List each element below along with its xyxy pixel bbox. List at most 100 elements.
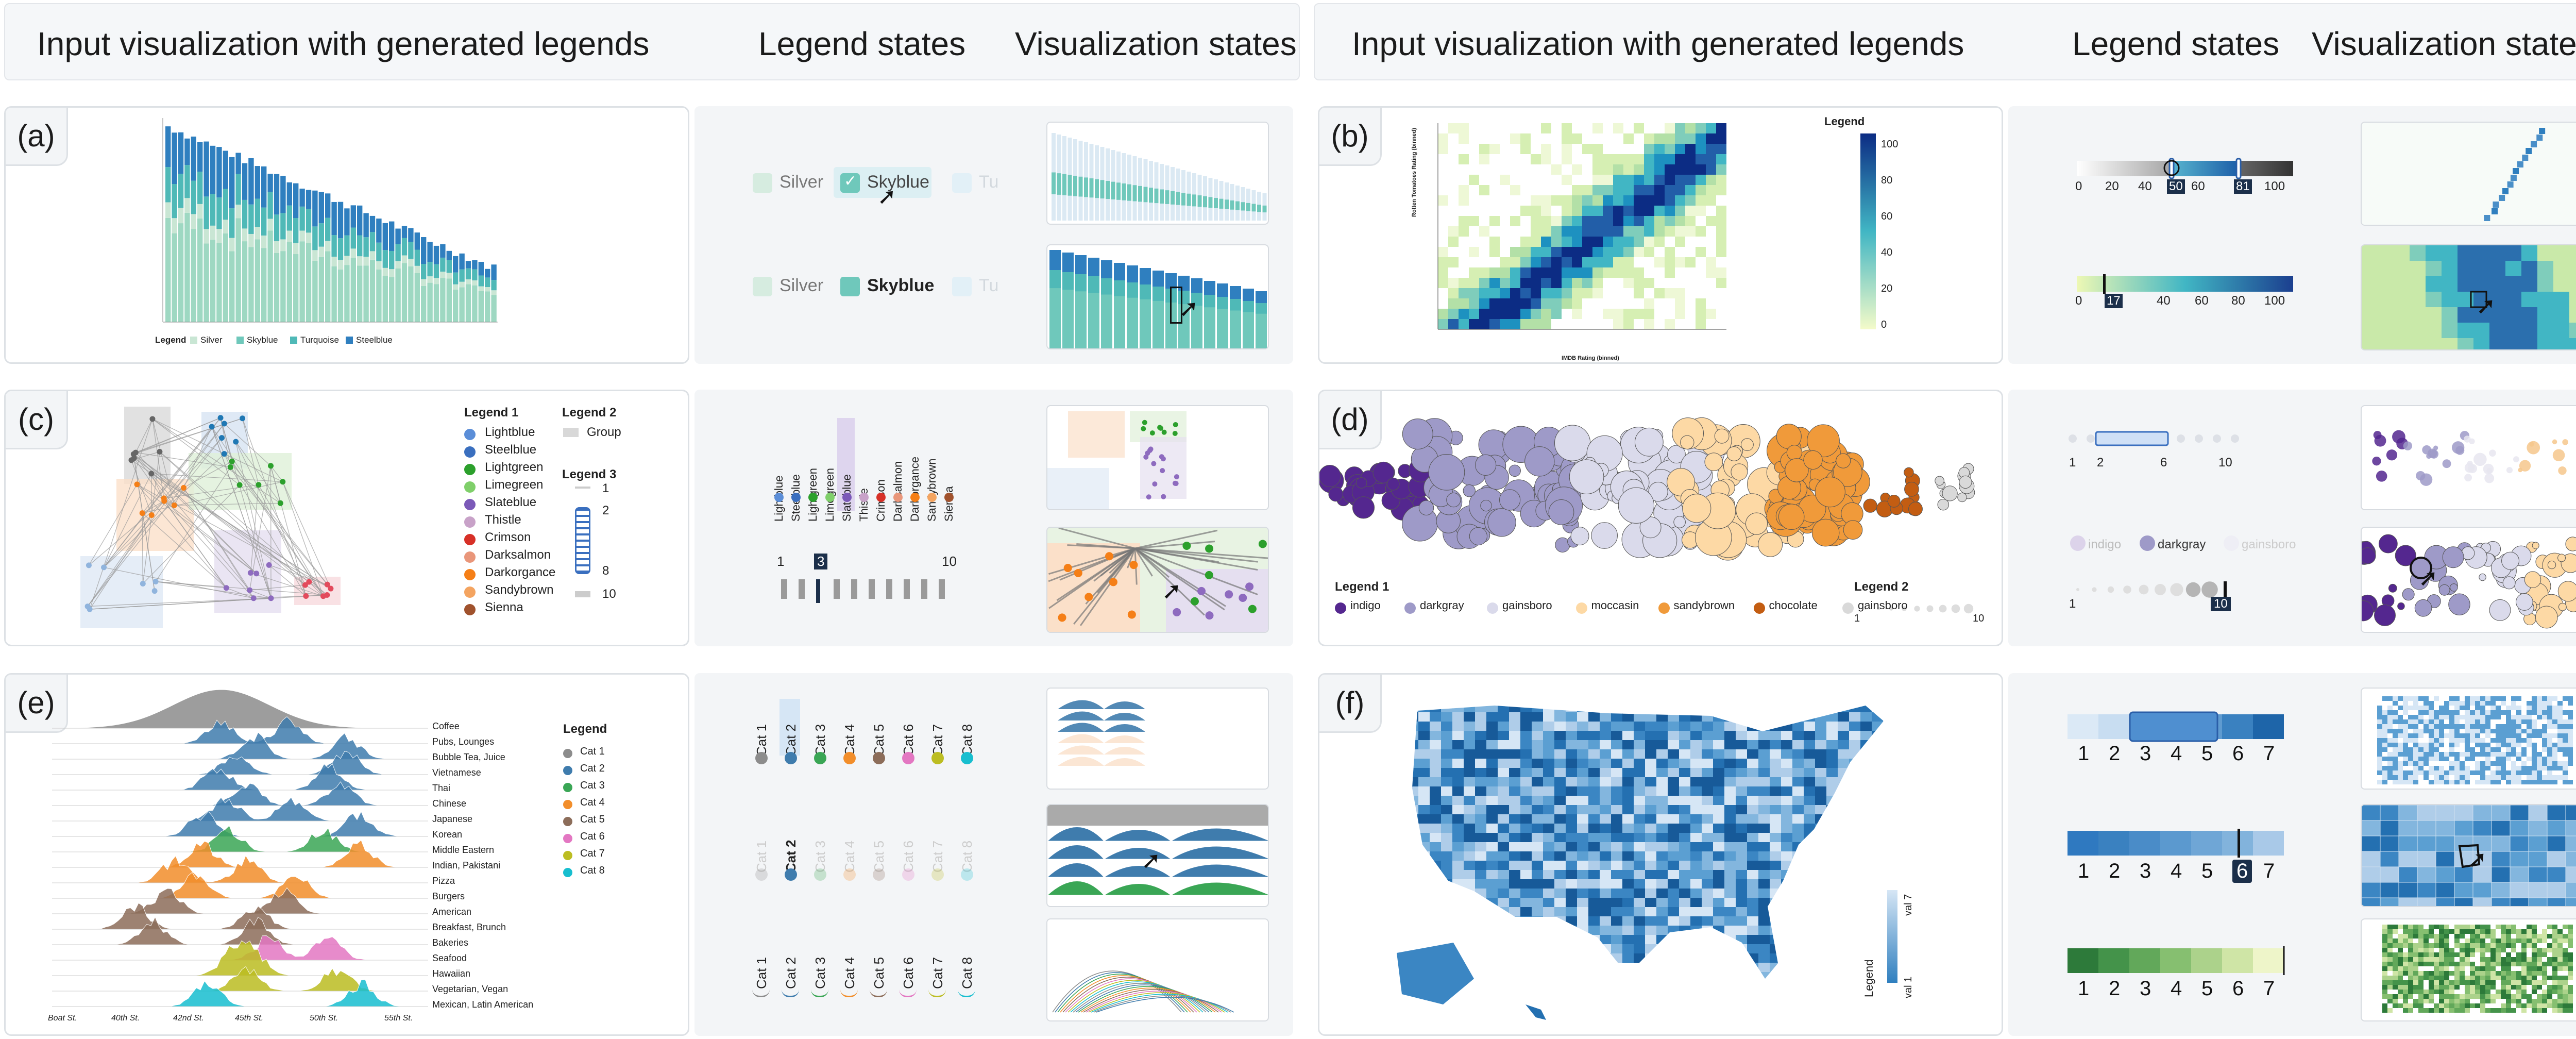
county (2485, 715, 2490, 719)
heatmap-cell (1613, 267, 1623, 278)
bubble (1815, 477, 1845, 508)
edge (164, 500, 257, 574)
state2-item-silver[interactable]: Silver (779, 276, 824, 295)
state-item[interactable]: Cat 1 (754, 957, 769, 989)
state-item[interactable]: Cat 8 (959, 724, 975, 756)
bar-segment (453, 256, 459, 273)
county (1418, 842, 1430, 852)
state-item-silver[interactable]: Silver (779, 172, 824, 192)
vis-state-thumb-2: ➚ (1046, 244, 1269, 349)
county (1532, 731, 1544, 741)
county (2501, 943, 2506, 948)
state-item[interactable]: Cat 6 (901, 840, 916, 873)
county (1702, 935, 1714, 945)
heatmap-cell (1685, 257, 1696, 267)
state-item-skyblue[interactable]: Skyblue (867, 172, 929, 192)
state2-item-darkgray[interactable]: darkgray (2158, 538, 2206, 551)
state2-swatch-turquoise[interactable] (952, 277, 972, 296)
state2-item-indigo[interactable]: indigo (2088, 538, 2122, 551)
county (1702, 712, 1714, 722)
state2-swatch-skyblue[interactable] (840, 277, 860, 296)
county (1645, 731, 1657, 741)
county (2434, 934, 2439, 939)
county (1736, 926, 1748, 935)
state-item[interactable]: Cat 7 (930, 840, 945, 873)
legend3-range-brush[interactable] (575, 507, 590, 574)
county (2511, 743, 2516, 747)
county (2439, 724, 2444, 729)
state2-item-gainsboro[interactable]: gainsboro (2242, 538, 2296, 551)
state-item[interactable]: Cat 2 (783, 724, 799, 756)
county (2413, 980, 2418, 985)
county (1418, 796, 1430, 806)
checkbox-skyblue[interactable] (840, 173, 860, 193)
state-item[interactable]: Cat 5 (871, 957, 887, 989)
county (1860, 851, 1872, 861)
county (1770, 944, 1782, 954)
state-item-turquoise[interactable]: Tu (979, 172, 999, 192)
state-item[interactable]: Cat 1 (754, 724, 769, 756)
state-item[interactable]: Cat 4 (842, 840, 857, 873)
county (2480, 743, 2485, 747)
county (2418, 729, 2424, 733)
state-item[interactable]: Cat 8 (959, 840, 975, 873)
state-item[interactable]: Cat 5 (871, 724, 887, 756)
county (2542, 710, 2547, 715)
state-item[interactable]: Cat 6 (901, 957, 916, 989)
state-swatch-silver[interactable] (753, 173, 772, 193)
county (1724, 786, 1736, 796)
state-item[interactable]: Cat 2 (783, 840, 799, 873)
county (1645, 824, 1657, 833)
county (2403, 775, 2408, 780)
county (1792, 981, 1804, 991)
county (1475, 944, 1487, 954)
county (2552, 715, 2557, 719)
state-item[interactable]: Cat 3 (812, 957, 828, 989)
county (1804, 953, 1816, 963)
panel-e-label: (e) (6, 675, 68, 733)
county (2491, 820, 2511, 836)
county (2511, 985, 2516, 990)
state2-item-skyblue[interactable]: Skyblue (867, 276, 935, 295)
state-swatch-turquoise[interactable] (952, 173, 972, 193)
county (2552, 990, 2557, 994)
heatmap-cell (1582, 206, 1592, 216)
county (2398, 1003, 2403, 1008)
county (2475, 990, 2480, 994)
county (1804, 861, 1816, 870)
state-item[interactable]: Cat 4 (842, 957, 857, 989)
state-item[interactable]: Cat 8 (959, 957, 975, 989)
county (2472, 820, 2492, 836)
county (1554, 870, 1566, 880)
state2-swatch-silver[interactable] (753, 277, 772, 296)
state2-item-turquoise[interactable]: Tu (979, 276, 999, 295)
county (2485, 729, 2490, 733)
county (1645, 926, 1657, 935)
county (1815, 861, 1827, 870)
heatmap-cell (1510, 133, 1520, 144)
county (1679, 916, 1691, 926)
county (1452, 842, 1464, 852)
state-item[interactable]: Cat 4 (842, 724, 857, 756)
heatmap-cell (1572, 247, 1582, 257)
state-item[interactable]: Cat 7 (930, 724, 945, 756)
county (2470, 962, 2475, 966)
county (1736, 870, 1748, 880)
state-item[interactable]: Cat 3 (812, 724, 828, 756)
state-item[interactable]: Cat 1 (754, 840, 769, 873)
county (2454, 966, 2460, 971)
state-item[interactable]: Cat 2 (783, 957, 799, 989)
county (2552, 766, 2557, 770)
state-item[interactable]: Cat 7 (930, 957, 945, 989)
county (2465, 775, 2470, 780)
cell (2458, 261, 2473, 276)
heatmap-cell (1572, 298, 1582, 309)
county (1611, 777, 1623, 787)
heatmap-cell (1623, 185, 1634, 195)
county (1464, 731, 1476, 741)
legend-item-steelblue: Steelblue (356, 335, 393, 345)
state-item[interactable]: Cat 5 (871, 840, 887, 873)
state-item[interactable]: Cat 3 (812, 840, 828, 873)
county (2465, 719, 2470, 724)
state-item[interactable]: Cat 6 (901, 724, 916, 756)
